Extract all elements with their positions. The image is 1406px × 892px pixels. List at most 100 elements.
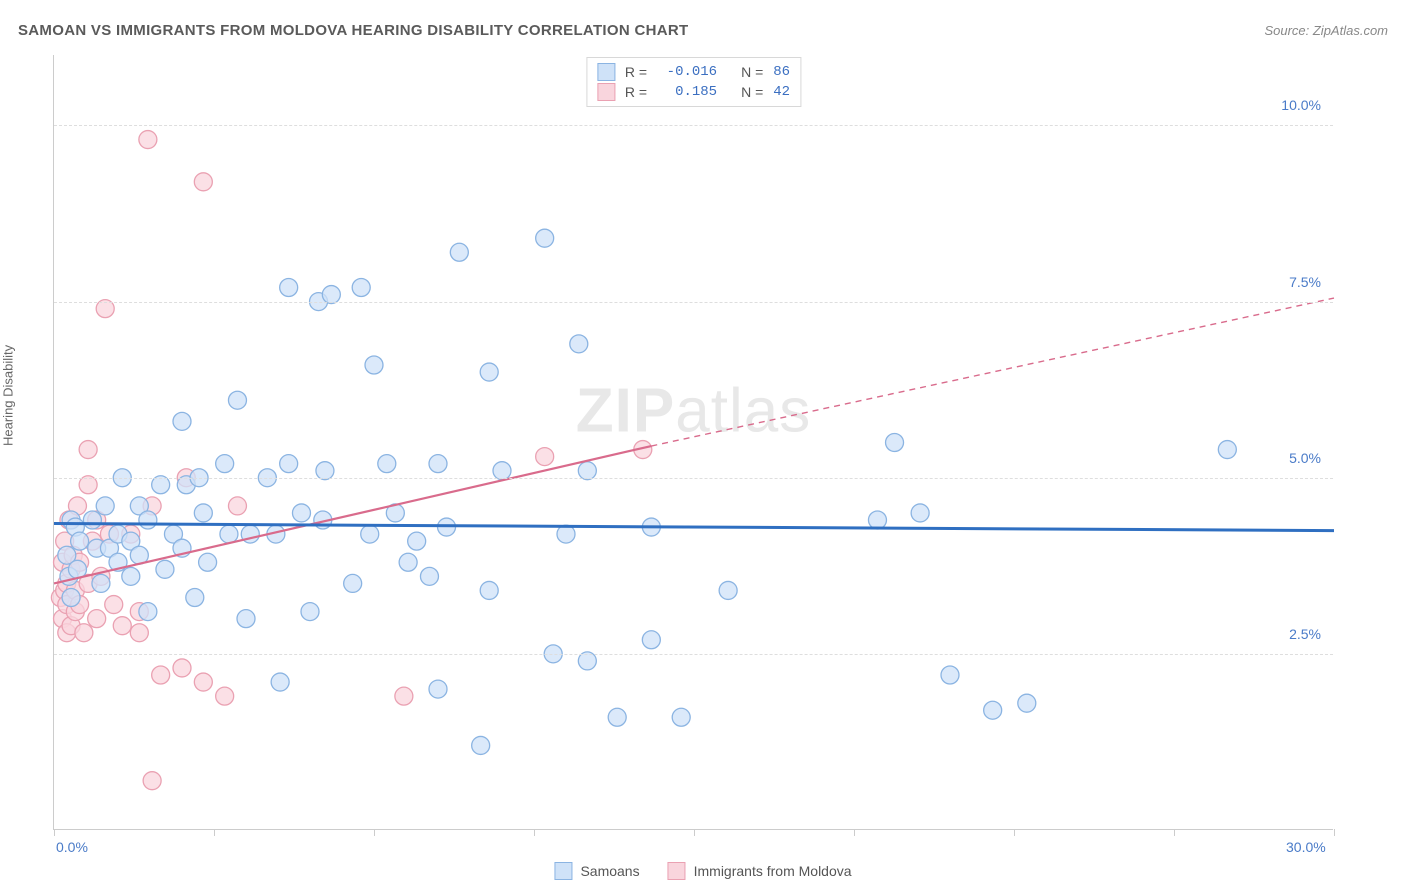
data-point — [156, 560, 174, 578]
stats-row: R = -0.016N = 86 — [597, 62, 790, 82]
legend-item: Samoans — [554, 862, 639, 880]
data-point — [280, 455, 298, 473]
data-point — [186, 589, 204, 607]
data-point — [429, 680, 447, 698]
data-point — [139, 603, 157, 621]
data-point — [130, 624, 148, 642]
data-point — [420, 567, 438, 585]
data-point — [344, 574, 362, 592]
data-point — [536, 229, 554, 247]
x-tick — [214, 829, 215, 836]
data-point — [1218, 441, 1236, 459]
data-point — [570, 335, 588, 353]
data-point — [280, 279, 298, 297]
x-tick-label: 30.0% — [1286, 839, 1326, 855]
legend-label: Immigrants from Moldova — [694, 863, 852, 879]
data-point — [152, 666, 170, 684]
data-point — [228, 497, 246, 515]
legend-item: Immigrants from Moldova — [668, 862, 852, 880]
gridline — [54, 302, 1333, 303]
data-point — [75, 624, 93, 642]
data-point — [220, 525, 238, 543]
data-point — [886, 434, 904, 452]
data-point — [365, 356, 383, 374]
data-point — [139, 511, 157, 529]
x-tick-label: 0.0% — [56, 839, 88, 855]
data-point — [228, 391, 246, 409]
legend-swatch — [597, 63, 615, 81]
data-point — [216, 687, 234, 705]
data-point — [173, 412, 191, 430]
x-tick — [1334, 829, 1335, 836]
data-point — [361, 525, 379, 543]
data-point — [642, 631, 660, 649]
data-point — [71, 532, 89, 550]
data-point — [378, 455, 396, 473]
data-point — [271, 673, 289, 691]
data-point — [237, 610, 255, 628]
data-point — [194, 504, 212, 522]
x-tick — [694, 829, 695, 836]
data-point — [480, 363, 498, 381]
legend-swatch — [554, 862, 572, 880]
data-point — [1018, 694, 1036, 712]
legend-label: Samoans — [580, 863, 639, 879]
x-tick — [1014, 829, 1015, 836]
source-attribution: Source: ZipAtlas.com — [1264, 23, 1388, 38]
x-tick — [854, 829, 855, 836]
series-legend: Samoans Immigrants from Moldova — [554, 862, 851, 880]
data-point — [450, 243, 468, 261]
data-point — [536, 448, 554, 466]
trend-extrap-moldova — [651, 298, 1334, 446]
data-point — [292, 504, 310, 522]
data-point — [911, 504, 929, 522]
gridline — [54, 654, 1333, 655]
data-point — [105, 596, 123, 614]
legend-swatch — [668, 862, 686, 880]
data-point — [395, 687, 413, 705]
data-point — [480, 581, 498, 599]
data-point — [429, 455, 447, 473]
gridline — [54, 125, 1333, 126]
data-point — [143, 772, 161, 790]
legend-swatch — [597, 83, 615, 101]
y-axis-label: Hearing Disability — [1, 345, 16, 446]
data-point — [92, 574, 110, 592]
data-point — [868, 511, 886, 529]
y-tick-label: 7.5% — [1289, 274, 1321, 290]
data-point — [96, 497, 114, 515]
data-point — [352, 279, 370, 297]
data-point — [408, 532, 426, 550]
plot-area: ZIPatlas R = -0.016N = 86R = 0.185N = 42… — [53, 55, 1333, 830]
data-point — [139, 131, 157, 149]
data-point — [672, 708, 690, 726]
chart-title: SAMOAN VS IMMIGRANTS FROM MOLDOVA HEARIN… — [18, 22, 688, 39]
data-point — [194, 673, 212, 691]
data-point — [472, 736, 490, 754]
data-point — [719, 581, 737, 599]
data-point — [88, 610, 106, 628]
x-tick — [534, 829, 535, 836]
data-point — [113, 617, 131, 635]
data-point — [83, 511, 101, 529]
data-point — [608, 708, 626, 726]
chart-svg — [54, 55, 1333, 829]
x-tick — [1174, 829, 1175, 836]
gridline — [54, 478, 1333, 479]
data-point — [194, 173, 212, 191]
data-point — [122, 567, 140, 585]
data-point — [62, 589, 80, 607]
data-point — [79, 441, 97, 459]
y-tick-label: 2.5% — [1289, 626, 1321, 642]
y-tick-label: 5.0% — [1289, 450, 1321, 466]
data-point — [301, 603, 319, 621]
x-tick — [374, 829, 375, 836]
data-point — [173, 659, 191, 677]
x-tick — [54, 829, 55, 836]
data-point — [399, 553, 417, 571]
data-point — [216, 455, 234, 473]
stats-row: R = 0.185N = 42 — [597, 82, 790, 102]
data-point — [984, 701, 1002, 719]
stats-legend: R = -0.016N = 86R = 0.185N = 42 — [586, 57, 801, 107]
data-point — [199, 553, 217, 571]
